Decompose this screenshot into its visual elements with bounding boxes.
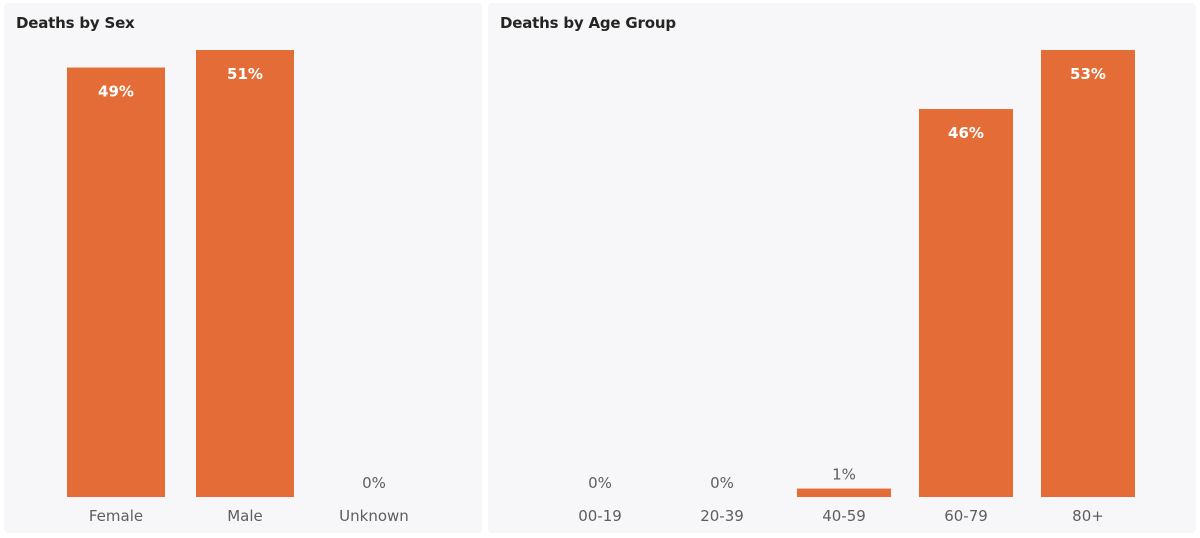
x-tick-label: 80+ xyxy=(1072,507,1104,525)
chart-title: Deaths by Age Group xyxy=(500,14,676,32)
data-label: 51% xyxy=(227,65,263,83)
x-tick-label: 00-19 xyxy=(578,507,622,525)
x-tick-label: 40-59 xyxy=(822,507,866,525)
bar-60-79[interactable] xyxy=(919,109,1013,498)
bar-Male[interactable] xyxy=(196,50,294,497)
chart-title: Deaths by Sex xyxy=(16,14,135,32)
bar-80+[interactable] xyxy=(1041,50,1135,497)
deaths-by-age-group-panel: Deaths by Age Group 0% 00-19 0% 20-39 1% 40-5… xyxy=(488,3,1196,533)
data-label: 1% xyxy=(832,466,856,484)
deaths-by-age-group-chart: 0% 00-19 0% 20-39 1% 40-59 46% 60-79 53% 80+ xyxy=(578,50,1135,525)
bar-Female[interactable] xyxy=(67,67,165,497)
x-tick-label: 60-79 xyxy=(944,507,988,525)
x-tick-label: 20-39 xyxy=(700,507,744,525)
data-label: 0% xyxy=(588,474,612,492)
deaths-by-sex-chart: 49% Female 51% Male 0% Unknown xyxy=(67,50,409,525)
data-label: 0% xyxy=(710,474,734,492)
data-label: 0% xyxy=(362,474,386,492)
x-tick-label: Male xyxy=(227,507,263,525)
data-label: 46% xyxy=(948,124,984,142)
data-label: 49% xyxy=(98,83,134,101)
x-tick-label: Female xyxy=(89,507,143,525)
bar-40-59[interactable] xyxy=(797,488,891,497)
deaths-by-sex-panel: Deaths by Sex 49% Female 51% Male 0% Unknown xyxy=(4,3,482,533)
data-label: 53% xyxy=(1070,65,1106,83)
x-tick-label: Unknown xyxy=(339,507,409,525)
